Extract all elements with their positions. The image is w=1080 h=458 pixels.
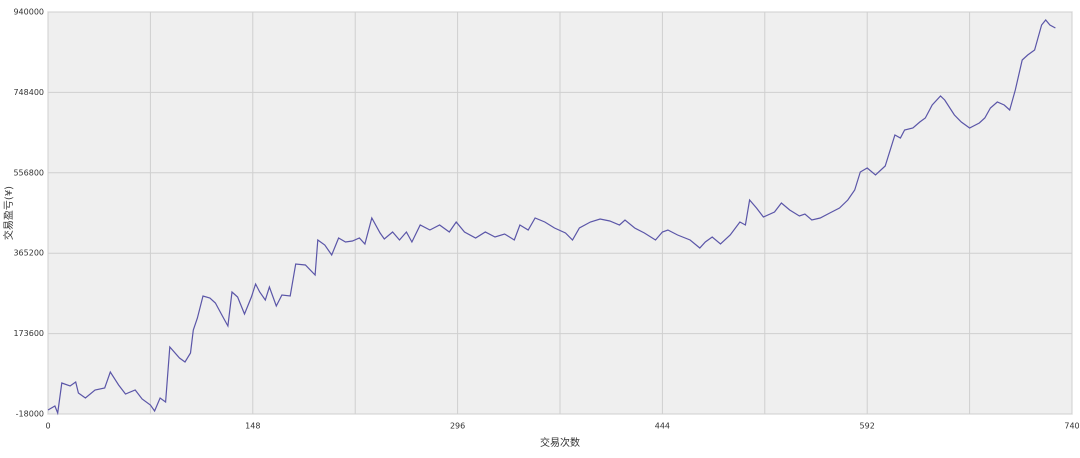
y-tick-label: 173600 bbox=[13, 329, 44, 338]
x-tick-label: 592 bbox=[860, 422, 875, 431]
x-tick-label: 296 bbox=[450, 422, 465, 431]
x-tick-label: 444 bbox=[655, 422, 670, 431]
y-tick-label: 365200 bbox=[13, 249, 44, 258]
y-tick-label: 748400 bbox=[13, 88, 44, 97]
y-tick-label: 556800 bbox=[13, 168, 44, 177]
y-axis-title: 交易盈亏(¥) bbox=[2, 186, 15, 240]
y-tick-label: 940000 bbox=[13, 8, 44, 17]
x-tick-label: 0 bbox=[45, 422, 50, 431]
x-axis-title: 交易次数 bbox=[540, 436, 580, 449]
x-tick-label: 740 bbox=[1064, 422, 1079, 431]
y-tick-label: -18000 bbox=[16, 410, 44, 419]
data-line bbox=[47, 19, 1056, 416]
x-tick-label: 148 bbox=[245, 422, 260, 431]
